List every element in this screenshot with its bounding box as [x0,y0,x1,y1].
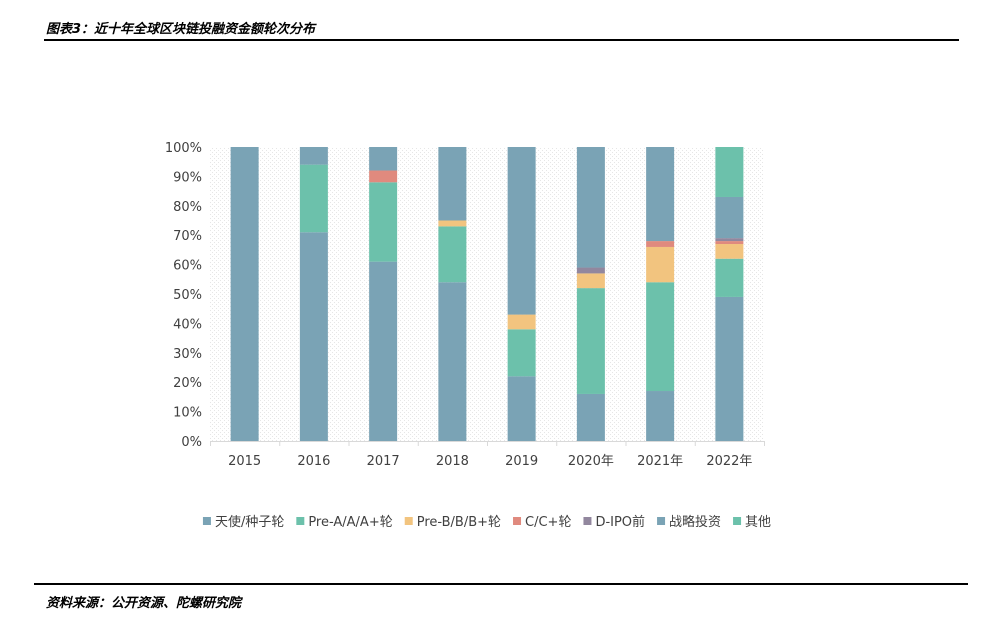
y-tick-label: 60% [173,259,202,274]
legend-label-6: 其他 [745,515,771,530]
bar-segment-2022年-series-6 [715,147,744,197]
bar-segment-2018-series-1 [438,226,467,283]
bar-segment-2022年-series-4 [715,238,744,242]
bar-segment-2021年-series-2 [646,246,675,283]
bar-segment-2016-series-0 [299,232,328,441]
y-tick-label: 90% [173,170,202,185]
x-tick-label: 2018 [436,454,469,469]
bar-segment-2017-series-1 [369,182,398,262]
bar-segment-2018-series-0 [438,282,467,441]
legend-label-4: D-IPO前 [595,514,645,530]
figure-title: 图表3：近十年全球区块链投融资金额轮次分布 [46,22,316,37]
x-tick-label: 2016 [297,454,330,469]
bar-segment-2022年-series-3 [715,241,744,245]
top-rule [44,39,959,41]
bars-group [230,147,744,441]
y-tick-label: 30% [173,347,202,362]
legend: 天使/种子轮 Pre-A/A/A+轮 Pre-B/B/B+轮 C/C+轮 D-IPO前 战… [202,514,771,530]
bar-segment-2020年-series-0 [576,393,605,441]
bar-segment-2020年-series-4 [576,267,605,274]
legend-swatch-1 [296,517,305,525]
bar-segment-2016-series-5 [299,147,328,165]
bar-segment-2022年-series-2 [715,244,744,259]
legend-label-5: 战略投资 [669,514,721,530]
x-tick-label: 2019 [505,454,538,469]
bar-segment-2019-series-2 [507,314,536,330]
bar-segment-2017-series-5 [369,147,398,171]
bar-segment-2022年-series-5 [715,196,744,239]
legend-label-3: C/C+轮 [525,515,571,530]
legend-swatch-6 [733,517,742,525]
y-tick-label: 100% [165,141,202,156]
plot-area [210,147,764,441]
axes-group: 2015 2016 2017 2018 2019 2020年 2021年 2022年 0% 10%… [165,141,765,469]
bar-segment-2015-series-0 [230,147,259,441]
y-tick-label: 0% [181,435,202,450]
legend-swatch-4 [583,517,592,525]
bar-segment-2021年-series-0 [646,391,675,441]
legend-swatch-5 [657,517,666,525]
bar-segment-2022年-series-0 [715,296,744,441]
y-tick-label: 10% [173,406,202,421]
x-tick-label: 2017 [367,454,400,469]
bar-segment-2021年-series-1 [646,282,675,392]
x-tick-label: 2020年 [568,454,614,469]
legend-label-2: Pre-B/B/B+轮 [417,515,501,530]
x-tick-label: 2022年 [706,454,752,469]
bottom-rule [34,583,968,585]
y-tick-label: 70% [173,229,202,244]
legend-label-1: Pre-A/A/A+轮 [308,515,392,530]
y-tick-label: 50% [173,288,202,303]
bar-segment-2019-series-0 [507,376,536,441]
y-tick-label: 80% [173,200,202,215]
bar-segment-2017-series-0 [369,261,398,441]
bar-segment-2016-series-1 [299,164,328,233]
legend-swatch-3 [513,517,522,525]
y-tick-label: 20% [173,376,202,391]
bar-segment-2021年-series-5 [646,147,675,242]
legend-swatch-0 [202,517,211,525]
bar-segment-2020年-series-1 [576,288,605,394]
x-tick-label: 2021年 [637,454,683,469]
legend-swatch-2 [404,517,413,525]
bar-segment-2018-series-5 [438,147,467,221]
source-note: 资料来源：公开资源、陀螺研究院 [46,596,242,611]
bar-segment-2020年-series-2 [576,273,605,289]
bar-segment-2019-series-5 [507,147,536,315]
bar-segment-2019-series-1 [507,329,536,377]
x-tick-label: 2015 [228,454,261,469]
bar-segment-2021年-series-3 [646,241,675,247]
bar-segment-2018-series-2 [438,220,467,227]
bar-segment-2020年-series-5 [576,147,605,268]
legend-label-0: 天使/种子轮 [215,514,284,530]
bar-segment-2022年-series-1 [715,258,744,297]
y-tick-label: 40% [173,317,202,332]
bar-segment-2017-series-3 [369,170,398,183]
